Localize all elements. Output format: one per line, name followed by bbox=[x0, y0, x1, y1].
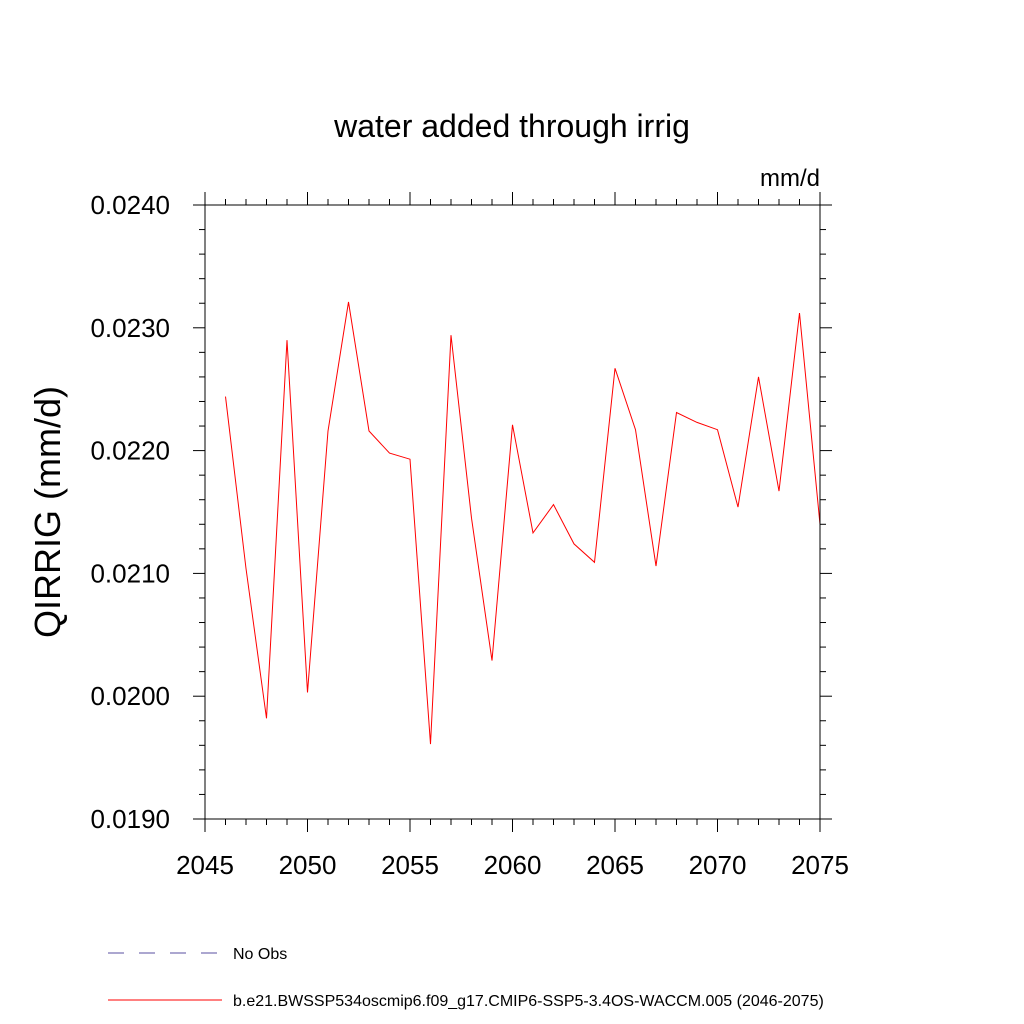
x-tick-label: 2060 bbox=[484, 850, 542, 880]
y-axis-label: QIRRIG (mm/d) bbox=[27, 386, 68, 638]
y-tick-label: 0.0200 bbox=[90, 681, 170, 711]
y-tick-label: 0.0230 bbox=[90, 313, 170, 343]
y-tick-label: 0.0240 bbox=[90, 190, 170, 220]
x-tick-label: 2070 bbox=[689, 850, 747, 880]
y-tick-label: 0.0210 bbox=[90, 558, 170, 588]
y-tick-label: 0.0190 bbox=[90, 804, 170, 834]
axis-ticks bbox=[193, 192, 832, 832]
series-line bbox=[225, 301, 821, 745]
x-tick-label: 2045 bbox=[176, 850, 234, 880]
legend-label-no-obs: No Obs bbox=[233, 946, 287, 963]
x-tick-label: 2055 bbox=[381, 850, 439, 880]
x-tick-label: 2075 bbox=[791, 850, 849, 880]
legend: No Obs b.e21.BWSSP534oscmip6.f09_g17.CMI… bbox=[108, 946, 824, 1010]
chart-title: water added through irrig bbox=[333, 108, 690, 144]
series-lines bbox=[225, 301, 821, 745]
units-label: mm/d bbox=[760, 165, 820, 192]
tick-labels: 2045 2050 2055 2060 2065 2070 2075 0.0190 0.0200… bbox=[90, 190, 848, 880]
x-tick-label: 2065 bbox=[586, 850, 644, 880]
legend-label-model-run: b.e21.BWSSP534oscmip6.f09_g17.CMIP6-SSP5… bbox=[233, 993, 824, 1010]
x-tick-label: 2050 bbox=[279, 850, 337, 880]
plot-frame bbox=[204, 204, 821, 820]
y-tick-label: 0.0220 bbox=[90, 436, 170, 466]
